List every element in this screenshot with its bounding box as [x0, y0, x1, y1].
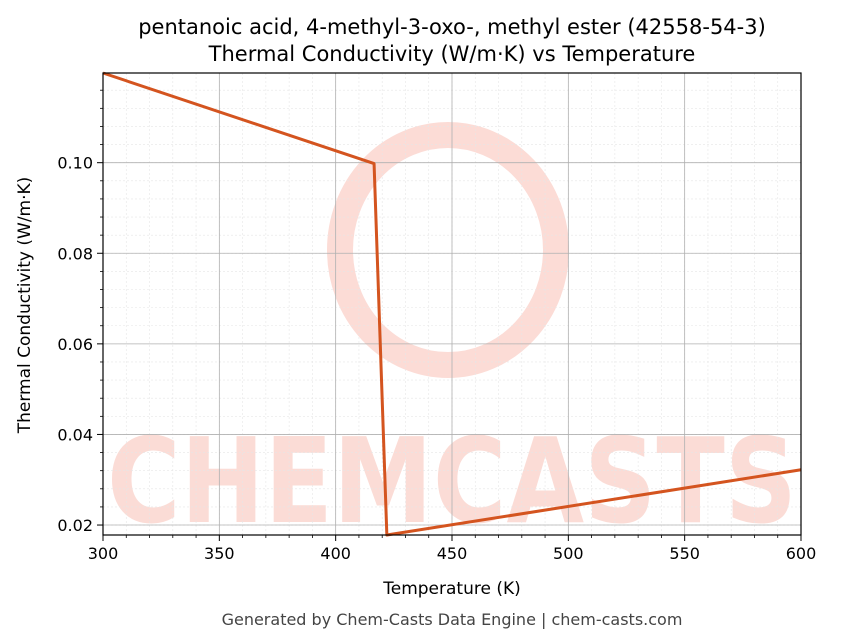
y-axis-ticks: 0.02 0.04 0.06 0.08 0.10	[57, 89, 103, 535]
x-tick-label: 400	[320, 544, 351, 563]
footer-credit: Generated by Chem-Casts Data Engine | ch…	[222, 610, 683, 629]
x-tick-label: 500	[553, 544, 584, 563]
y-tick-label: 0.04	[57, 425, 93, 444]
x-tick-label: 300	[88, 544, 119, 563]
series-layer	[102, 71, 802, 537]
y-tick-label: 0.08	[57, 244, 93, 263]
series-line-thermal-conductivity	[102, 71, 802, 537]
y-axis-label: Thermal Conductivity (W/m·K)	[15, 177, 35, 435]
watermark-logo	[327, 122, 569, 378]
x-tick-label: 600	[786, 544, 817, 563]
x-axis-label: Temperature (K)	[382, 579, 521, 599]
chart-subtitle: Thermal Conductivity (W/m·K) vs Temperat…	[208, 42, 696, 66]
chart-title: pentanoic acid, 4-methyl-3-oxo-, methyl …	[138, 15, 766, 39]
x-tick-label: 350	[204, 544, 235, 563]
y-tick-label: 0.10	[57, 154, 93, 173]
x-axis-ticks: 300 350 400 450 500 550 600	[88, 535, 817, 563]
y-tick-label: 0.06	[57, 335, 93, 354]
x-tick-label: 550	[669, 544, 700, 563]
x-tick-label: 450	[437, 544, 468, 563]
y-tick-label: 0.02	[57, 516, 93, 535]
